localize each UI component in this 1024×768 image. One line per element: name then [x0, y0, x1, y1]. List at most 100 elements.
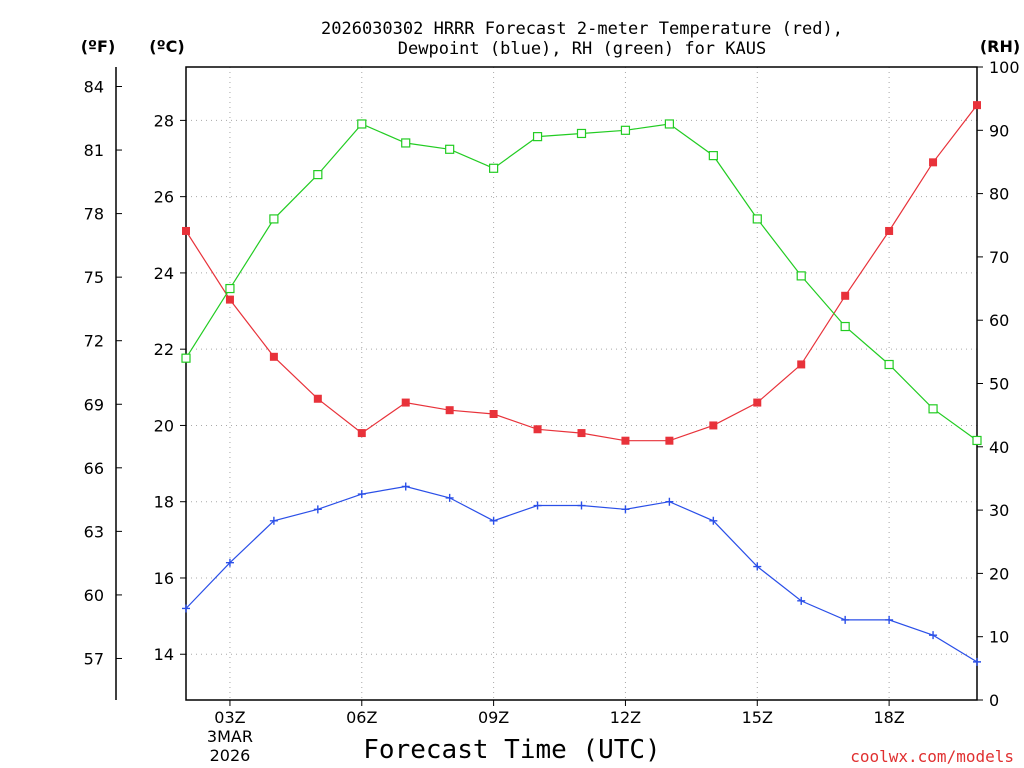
- dewpoint-point: [182, 604, 190, 613]
- dewpoint-point: [577, 501, 586, 510]
- celsius-tick-label: 16: [154, 569, 174, 588]
- rh-tick-label: 100: [989, 58, 1020, 77]
- rh-point: [225, 283, 235, 294]
- rh-tick-label: 10: [989, 628, 1009, 647]
- fahrenheit-tick-label: 66: [84, 459, 104, 478]
- x-tick-label: 15Z: [742, 708, 773, 727]
- credit-text: coolwx.com/models: [850, 747, 1014, 766]
- celsius-tick-label: 28: [154, 111, 174, 130]
- dewpoint-point: [269, 516, 278, 525]
- rh-point: [357, 119, 367, 129]
- dewpoint-point: [357, 490, 366, 499]
- rh-unit-label: (RH): [980, 37, 1020, 56]
- dewpoint-point: [885, 615, 894, 624]
- temperature-point: [489, 410, 498, 419]
- chart-title-line1: 2026030302 HRRR Forecast 2-meter Tempera…: [321, 19, 843, 39]
- dewpoint-point: [445, 493, 454, 502]
- x-tick-label: 06Z: [346, 708, 377, 727]
- rh-point: [708, 151, 718, 161]
- rh-tick-label: 60: [989, 311, 1009, 330]
- rh-tick-label: 0: [989, 691, 999, 710]
- rh-point: [664, 119, 674, 129]
- fahrenheit-unit-label: (ºF): [81, 37, 116, 56]
- dewpoint-point: [401, 482, 410, 491]
- dewpoint-point: [621, 505, 630, 514]
- rh-point: [752, 214, 762, 224]
- dewpoint-point: [753, 562, 762, 571]
- rh-point: [313, 170, 323, 180]
- x-year-label: 2026: [210, 746, 251, 765]
- rh-tick-label: 70: [989, 248, 1009, 267]
- dewpoint-point: [709, 516, 718, 525]
- rh-tick-label: 50: [989, 375, 1009, 394]
- temperature-point: [401, 398, 410, 407]
- temperature-point: [577, 429, 586, 438]
- dewpoint-point: [313, 505, 322, 514]
- temperature-point: [533, 425, 542, 434]
- grid-layer: [186, 67, 977, 700]
- temperature-point: [621, 436, 630, 445]
- temperature-point: [797, 360, 806, 369]
- rh-point: [796, 271, 806, 281]
- rh-point: [576, 128, 587, 139]
- temperature-point: [665, 436, 674, 445]
- rh-point: [532, 132, 543, 142]
- fahrenheit-tick-label: 63: [84, 522, 104, 541]
- temperature-point: [753, 398, 762, 407]
- rh-point: [928, 404, 938, 414]
- rh-point: [269, 214, 279, 224]
- temperature-point: [225, 295, 234, 304]
- x-date-label: 3MAR: [207, 727, 253, 746]
- fahrenheit-tick-label: 75: [84, 268, 104, 287]
- x-tick-label: 03Z: [214, 708, 245, 727]
- rh-point: [840, 321, 850, 332]
- fahrenheit-tick-label: 81: [84, 141, 104, 160]
- x-tick-label: 12Z: [610, 708, 641, 727]
- rh-point: [620, 125, 631, 135]
- fahrenheit-tick-label: 57: [84, 649, 104, 668]
- temperature-point: [885, 226, 894, 235]
- fahrenheit-tick-label: 72: [84, 332, 104, 351]
- fahrenheit-tick-label: 60: [84, 586, 104, 605]
- celsius-unit-label: (ºC): [149, 37, 184, 56]
- temperature-point: [709, 421, 718, 430]
- rh-tick-label: 40: [989, 438, 1009, 457]
- rh-point: [972, 435, 982, 446]
- temperature-point: [313, 394, 322, 403]
- rh-point: [401, 138, 411, 148]
- dewpoint-line: [185, 485, 978, 663]
- series-layer: [181, 101, 982, 666]
- rh-tick-label: 20: [989, 564, 1009, 583]
- dewpoint-point: [489, 516, 498, 525]
- rh-point: [181, 353, 191, 363]
- dewpoint-point: [929, 631, 938, 640]
- fahrenheit-tick-label: 78: [84, 205, 104, 224]
- fahrenheit-tick-label: 69: [84, 395, 104, 414]
- celsius-tick-label: 18: [154, 493, 174, 512]
- dewpoint-point: [797, 596, 806, 605]
- temperature-point: [182, 226, 190, 235]
- dewpoint-point: [533, 501, 542, 510]
- temperature-point: [269, 352, 278, 361]
- dewpoint-point: [973, 657, 981, 666]
- temperature-point: [929, 158, 938, 167]
- celsius-tick-label: 22: [154, 340, 174, 359]
- rh-tick-label: 30: [989, 501, 1009, 520]
- chart-title-line2: Dewpoint (blue), RH (green) for KAUS: [398, 39, 766, 59]
- rh-point: [445, 144, 455, 154]
- fahrenheit-tick-label: 84: [84, 77, 104, 96]
- x-axis-label: Forecast Time (UTC): [363, 735, 660, 765]
- celsius-tick-label: 14: [154, 645, 174, 664]
- dewpoint-point: [841, 615, 850, 624]
- temperature-point: [445, 406, 454, 415]
- rh-tick-label: 90: [989, 121, 1009, 140]
- plot-frame: [185, 66, 978, 701]
- rh-tick-label: 80: [989, 185, 1009, 204]
- rh-line: [185, 123, 978, 441]
- temperature-point: [973, 101, 981, 110]
- rh-point: [884, 359, 894, 370]
- celsius-tick-label: 26: [154, 188, 174, 207]
- x-tick-label: 18Z: [873, 708, 904, 727]
